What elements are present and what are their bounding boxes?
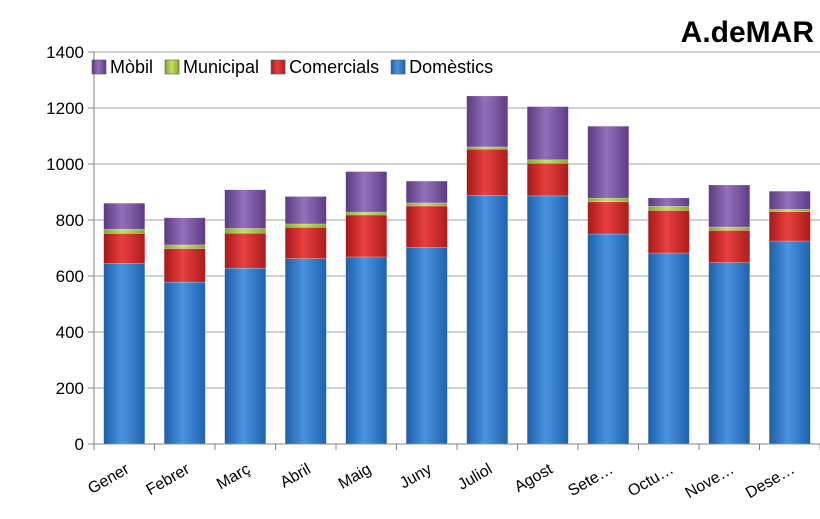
- bar-segment-mbil: [647, 197, 690, 207]
- bar-segment-municipal: [284, 223, 327, 228]
- bar-segment-municipal: [466, 146, 509, 150]
- bar-segment-mbil: [466, 95, 509, 148]
- legend-label: Domèstics: [409, 57, 493, 77]
- bar-segment-municipal: [405, 202, 448, 207]
- y-tick-label: 400: [56, 323, 84, 342]
- legend: Mòbil Municipal Comercials Domèstics: [91, 57, 493, 77]
- bar-segment-mbil: [405, 180, 448, 204]
- bar-segment-comercials: [345, 214, 388, 258]
- bar-segment-mbil: [708, 184, 751, 228]
- bar-segment-domstics: [587, 233, 630, 445]
- y-tick-label: 200: [56, 379, 84, 398]
- bar-segment-comercials: [466, 148, 509, 196]
- bar-segment-mbil: [224, 189, 267, 229]
- bar-segment-mbil: [526, 106, 569, 161]
- bar-segment-comercials: [163, 248, 206, 283]
- y-tick-label: 1400: [46, 43, 84, 62]
- bar-segment-domstics: [163, 281, 206, 445]
- x-tick-label: Juliol: [455, 461, 495, 494]
- bar-segment-comercials: [708, 230, 751, 263]
- bar-segment-comercials: [526, 162, 569, 197]
- y-tick-label: 800: [56, 211, 84, 230]
- bar-segment-municipal: [708, 226, 751, 231]
- gridlines: [94, 51, 820, 389]
- bar-segment-mbil: [768, 190, 811, 210]
- legend-label: Mòbil: [110, 57, 153, 77]
- y-tick-label: 1000: [46, 155, 84, 174]
- bar-segment-comercials: [284, 226, 327, 259]
- bar-segment-mbil: [284, 196, 327, 225]
- bar-segment-mbil: [345, 171, 388, 213]
- bar-segment-mbil: [103, 202, 146, 230]
- bar-segment-municipal: [768, 209, 811, 212]
- bar-segment-comercials: [647, 210, 690, 254]
- legend-swatch: [390, 59, 406, 75]
- y-tick-label: 600: [56, 267, 84, 286]
- bar-segment-comercials: [768, 211, 811, 242]
- x-tick-label: Dese…: [743, 461, 798, 502]
- legend-swatch: [270, 59, 286, 75]
- x-tick-label: Abril: [278, 461, 314, 492]
- bar-segment-municipal: [526, 159, 569, 164]
- bar-segment-domstics: [405, 247, 448, 445]
- bar-segment-municipal: [224, 228, 267, 234]
- bar-segment-domstics: [284, 258, 327, 445]
- bar-segment-municipal: [647, 205, 690, 211]
- bars: [103, 95, 811, 445]
- bar-segment-municipal: [345, 211, 388, 216]
- bar-segment-domstics: [708, 262, 751, 445]
- x-tick-label: Sete…: [565, 461, 616, 500]
- bar-segment-comercials: [587, 201, 630, 235]
- y-tick-label: 1200: [46, 99, 84, 118]
- y-tick-label: 0: [75, 435, 84, 454]
- bar-segment-domstics: [647, 252, 690, 445]
- x-tick-label: Nove…: [683, 461, 738, 502]
- legend-label: Comercials: [289, 57, 379, 77]
- x-tick-label: Gener: [85, 460, 133, 497]
- x-axis-ticks: Gener Febrer Març Abril Maig Juny Juliol Agost S…: [85, 444, 820, 502]
- legend-label: Municipal: [183, 57, 259, 77]
- bar-segment-comercials: [224, 232, 267, 269]
- bar-segment-municipal: [163, 244, 206, 249]
- bar-segment-comercials: [103, 233, 146, 264]
- bar-segment-domstics: [103, 263, 146, 445]
- bar-segment-municipal: [587, 197, 630, 203]
- legend-swatch: [164, 59, 180, 75]
- x-tick-label: Octu…: [625, 461, 677, 501]
- x-tick-label: Maig: [336, 461, 375, 493]
- bar-segment-municipal: [103, 228, 146, 234]
- bar-segment-domstics: [526, 195, 569, 445]
- x-tick-label: Juny: [397, 461, 435, 493]
- bar-segment-domstics: [345, 256, 388, 445]
- x-tick-label: Agost: [512, 460, 556, 495]
- bar-segment-mbil: [163, 217, 206, 246]
- bar-segment-domstics: [466, 195, 509, 445]
- x-tick-label: Febrer: [143, 460, 193, 499]
- bar-segment-domstics: [768, 240, 811, 445]
- x-tick-label: Març: [214, 461, 253, 494]
- bar-segment-domstics: [224, 267, 267, 445]
- legend-swatch: [91, 59, 107, 75]
- bar-segment-comercials: [405, 205, 448, 248]
- chart-title: A.deMAR: [681, 16, 815, 49]
- bar-segment-mbil: [587, 125, 630, 199]
